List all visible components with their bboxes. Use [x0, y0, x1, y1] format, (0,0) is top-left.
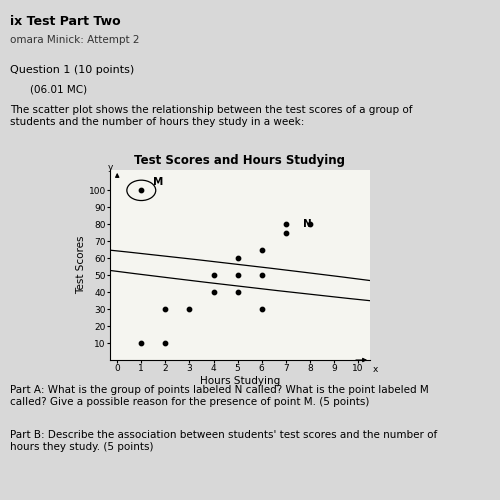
- Text: Part B: Describe the association between students' test scores and the number of: Part B: Describe the association between…: [10, 430, 437, 452]
- Point: [138, 339, 145, 347]
- Point: [138, 186, 145, 194]
- Title: Test Scores and Hours Studying: Test Scores and Hours Studying: [134, 154, 346, 168]
- Text: Part A: What is the group of points labeled N called? What is the point labeled : Part A: What is the group of points labe…: [10, 385, 429, 406]
- Point: [282, 229, 290, 237]
- Text: ix Test Part Two: ix Test Part Two: [10, 15, 120, 28]
- Text: Question 1 (10 points): Question 1 (10 points): [10, 65, 134, 75]
- Point: [210, 288, 218, 296]
- Point: [186, 305, 194, 313]
- Text: x: x: [372, 365, 378, 374]
- Text: (06.01 MC): (06.01 MC): [30, 85, 87, 95]
- Point: [210, 271, 218, 279]
- Y-axis label: Test Scores: Test Scores: [76, 236, 86, 294]
- Text: omara Minick: Attempt 2: omara Minick: Attempt 2: [10, 35, 140, 45]
- Point: [258, 271, 266, 279]
- Point: [282, 220, 290, 228]
- Text: y: y: [108, 162, 112, 172]
- Point: [162, 305, 170, 313]
- Point: [258, 246, 266, 254]
- Point: [234, 288, 241, 296]
- Point: [306, 220, 314, 228]
- Text: N: N: [302, 220, 312, 230]
- X-axis label: Hours Studying: Hours Studying: [200, 376, 280, 386]
- Text: The scatter plot shows the relationship between the test scores of a group of
st: The scatter plot shows the relationship …: [10, 105, 412, 126]
- Point: [162, 339, 170, 347]
- Point: [258, 305, 266, 313]
- Text: M: M: [154, 177, 164, 187]
- Point: [234, 254, 241, 262]
- Point: [234, 271, 241, 279]
